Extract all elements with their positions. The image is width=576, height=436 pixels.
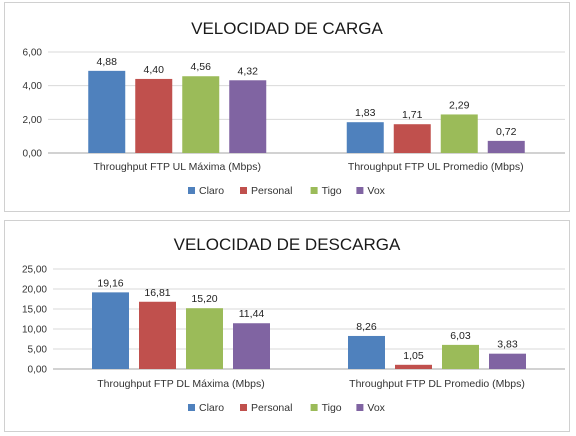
data-label: 3,83 (497, 339, 518, 351)
bar-claro (348, 335, 385, 369)
download-chart-panel: VELOCIDAD DE DESCARGA 0,00 5,00 10,00 15,00 2… (4, 220, 570, 432)
y-tick-label: 15,00 (22, 305, 47, 316)
data-label: 0,72 (496, 126, 517, 138)
bar-tigo (186, 308, 223, 369)
y-tick-label: 2,00 (23, 115, 43, 126)
y-tick-label: 0,00 (23, 149, 43, 160)
bar-claro (88, 70, 126, 153)
legend-label: Claro (199, 402, 224, 414)
legend-swatch-personal (240, 187, 247, 194)
legend-label: Tigo (322, 402, 342, 414)
y-tick-label: 25,00 (22, 265, 47, 276)
category-label: Throughput FTP DL Máxima (Mbps) (97, 378, 264, 390)
data-label: 19,16 (97, 277, 123, 289)
legend-swatch-tigo (310, 187, 318, 194)
legend-swatch-tigo (310, 404, 318, 411)
bar-tigo (440, 114, 478, 153)
upload-chart-panel: VELOCIDAD DE CARGA 0,00 2,00 4,00 6,00 4,88 4,… (4, 2, 570, 212)
download-speed-chart: VELOCIDAD DE DESCARGA 0,00 5,00 10,00 15,00 2… (22, 235, 565, 414)
upload-speed-chart: VELOCIDAD DE CARGA 0,00 2,00 4,00 6,00 4,88 4,… (23, 19, 565, 197)
category-label: Throughput FTP DL Promedio (Mbps) (349, 378, 525, 390)
data-label: 4,40 (144, 64, 165, 76)
data-label: 8,26 (356, 321, 377, 333)
legend-label: Claro (199, 185, 224, 197)
data-label: 6,03 (450, 330, 471, 342)
bar-personal (135, 78, 173, 153)
data-label: 11,44 (239, 308, 265, 320)
data-label: 4,56 (191, 61, 212, 73)
data-label: 16,81 (144, 287, 170, 299)
bar-vox (487, 140, 525, 153)
y-tick-label: 0,00 (28, 365, 48, 376)
legend: Claro Personal Tigo Vox (188, 402, 386, 414)
bar-vox (233, 323, 270, 369)
data-label: 1,71 (402, 109, 423, 121)
bar-vox (489, 353, 526, 369)
data-label: 15,20 (191, 293, 217, 305)
data-label: 4,32 (238, 65, 259, 77)
legend-label: Personal (251, 185, 292, 197)
bar-claro (92, 292, 129, 369)
bar-claro (346, 122, 384, 153)
bar-personal (393, 124, 431, 153)
legend-swatch-claro (188, 404, 195, 411)
y-tick-label: 6,00 (23, 48, 43, 59)
category-label: Throughput FTP UL Máxima (Mbps) (94, 161, 261, 173)
legend-swatch-claro (188, 187, 195, 194)
bar-tigo (442, 344, 479, 369)
y-tick-label: 20,00 (22, 285, 47, 296)
legend-label: Tigo (322, 185, 342, 197)
bar-personal (395, 364, 432, 369)
y-tick-label: 5,00 (28, 345, 48, 356)
legend-swatch-personal (240, 404, 247, 411)
data-label: 4,88 (97, 56, 118, 68)
category-label: Throughput FTP UL Promedio (Mbps) (348, 161, 524, 173)
data-label: 1,05 (403, 350, 424, 362)
y-tick-label: 4,00 (23, 81, 43, 92)
legend-swatch-vox (356, 187, 364, 194)
y-tick-label: 10,00 (22, 325, 47, 336)
legend-swatch-vox (356, 404, 364, 411)
chart-title: VELOCIDAD DE CARGA (191, 19, 383, 38)
data-label: 2,29 (449, 99, 470, 111)
data-label: 1,83 (355, 107, 376, 119)
legend-label: Vox (367, 402, 385, 414)
bar-vox (229, 80, 267, 153)
legend-label: Vox (367, 185, 385, 197)
bar-personal (139, 301, 176, 369)
legend: Claro Personal Tigo Vox (188, 185, 386, 197)
chart-title: VELOCIDAD DE DESCARGA (174, 235, 401, 254)
bar-tigo (182, 76, 220, 153)
legend-label: Personal (251, 402, 292, 414)
